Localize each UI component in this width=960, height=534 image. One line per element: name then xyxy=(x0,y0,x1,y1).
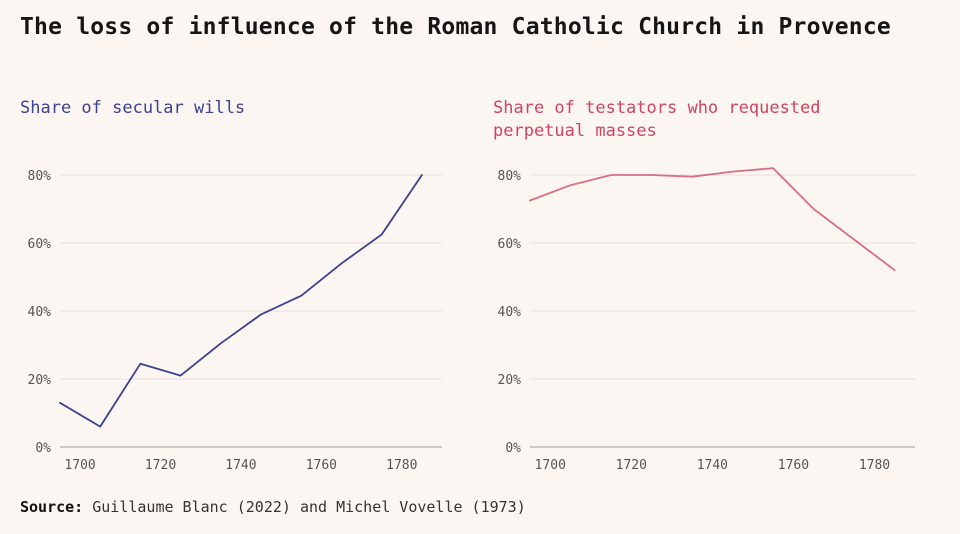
right-data-point xyxy=(853,238,856,241)
source-label: Source: xyxy=(20,498,84,516)
right-data-point xyxy=(893,269,896,272)
left-y-tick-label: 20% xyxy=(28,373,52,388)
left-panel-title: Share of secular wills xyxy=(20,98,246,118)
left-data-point xyxy=(99,425,102,428)
right-data-point xyxy=(731,170,734,173)
right-data-point xyxy=(610,174,613,177)
right-data-point xyxy=(691,175,694,178)
right-x-tick-label: 1760 xyxy=(778,458,809,473)
left-data-point xyxy=(340,262,343,265)
right-panel-title: Share of testators who requested perpetu… xyxy=(493,98,821,141)
right-x-tick-label: 1780 xyxy=(859,458,890,473)
left-y-tick-label: 60% xyxy=(28,237,52,252)
left-y-tick-label: 80% xyxy=(28,169,52,184)
left-data-point xyxy=(300,294,303,297)
right-x-tick-label: 1740 xyxy=(697,458,728,473)
right-data-point xyxy=(772,167,775,170)
left-x-tick-label: 1700 xyxy=(64,458,95,473)
left-y-tick-label: 40% xyxy=(28,305,52,320)
source-note: Source: Guillaume Blanc (2022) and Miche… xyxy=(20,497,526,517)
left-x-tick-label: 1720 xyxy=(145,458,176,473)
right-x-tick-label: 1720 xyxy=(616,458,647,473)
left-data-point xyxy=(420,174,423,177)
right-y-tick-label: 60% xyxy=(498,237,522,252)
left-data-point xyxy=(260,313,263,316)
source-text: Guillaume Blanc (2022) and Michel Vovell… xyxy=(92,498,526,516)
left-data-point xyxy=(380,233,383,236)
left-x-tick-label: 1760 xyxy=(306,458,337,473)
right-chart-panel: 0% 20% 40% 60% 80% 1700 1720 1740 1760 1780 xyxy=(498,167,915,473)
right-y-tick-label: 80% xyxy=(498,169,522,184)
left-x-tick-label: 1740 xyxy=(225,458,256,473)
left-data-point xyxy=(179,374,182,377)
left-x-tick-label: 1780 xyxy=(386,458,417,473)
left-data-point xyxy=(139,362,142,365)
right-y-tick-label: 0% xyxy=(505,441,521,456)
left-y-tick-label: 0% xyxy=(35,441,51,456)
left-series-line xyxy=(59,174,423,428)
right-y-tick-label: 40% xyxy=(498,305,522,320)
chart-title: The loss of influence of the Roman Catho… xyxy=(20,14,891,40)
left-data-point xyxy=(59,401,62,404)
right-data-point xyxy=(569,184,572,187)
right-x-tick-label: 1700 xyxy=(535,458,566,473)
left-chart-panel: 0% 20% 40% 60% 80% 1700 1720 1740 1760 1780 xyxy=(28,169,442,473)
right-data-point xyxy=(812,208,815,211)
right-data-point xyxy=(650,174,653,177)
right-y-tick-label: 20% xyxy=(498,373,522,388)
right-series-line xyxy=(529,167,896,272)
left-data-point xyxy=(219,342,222,345)
right-data-point xyxy=(529,199,532,202)
